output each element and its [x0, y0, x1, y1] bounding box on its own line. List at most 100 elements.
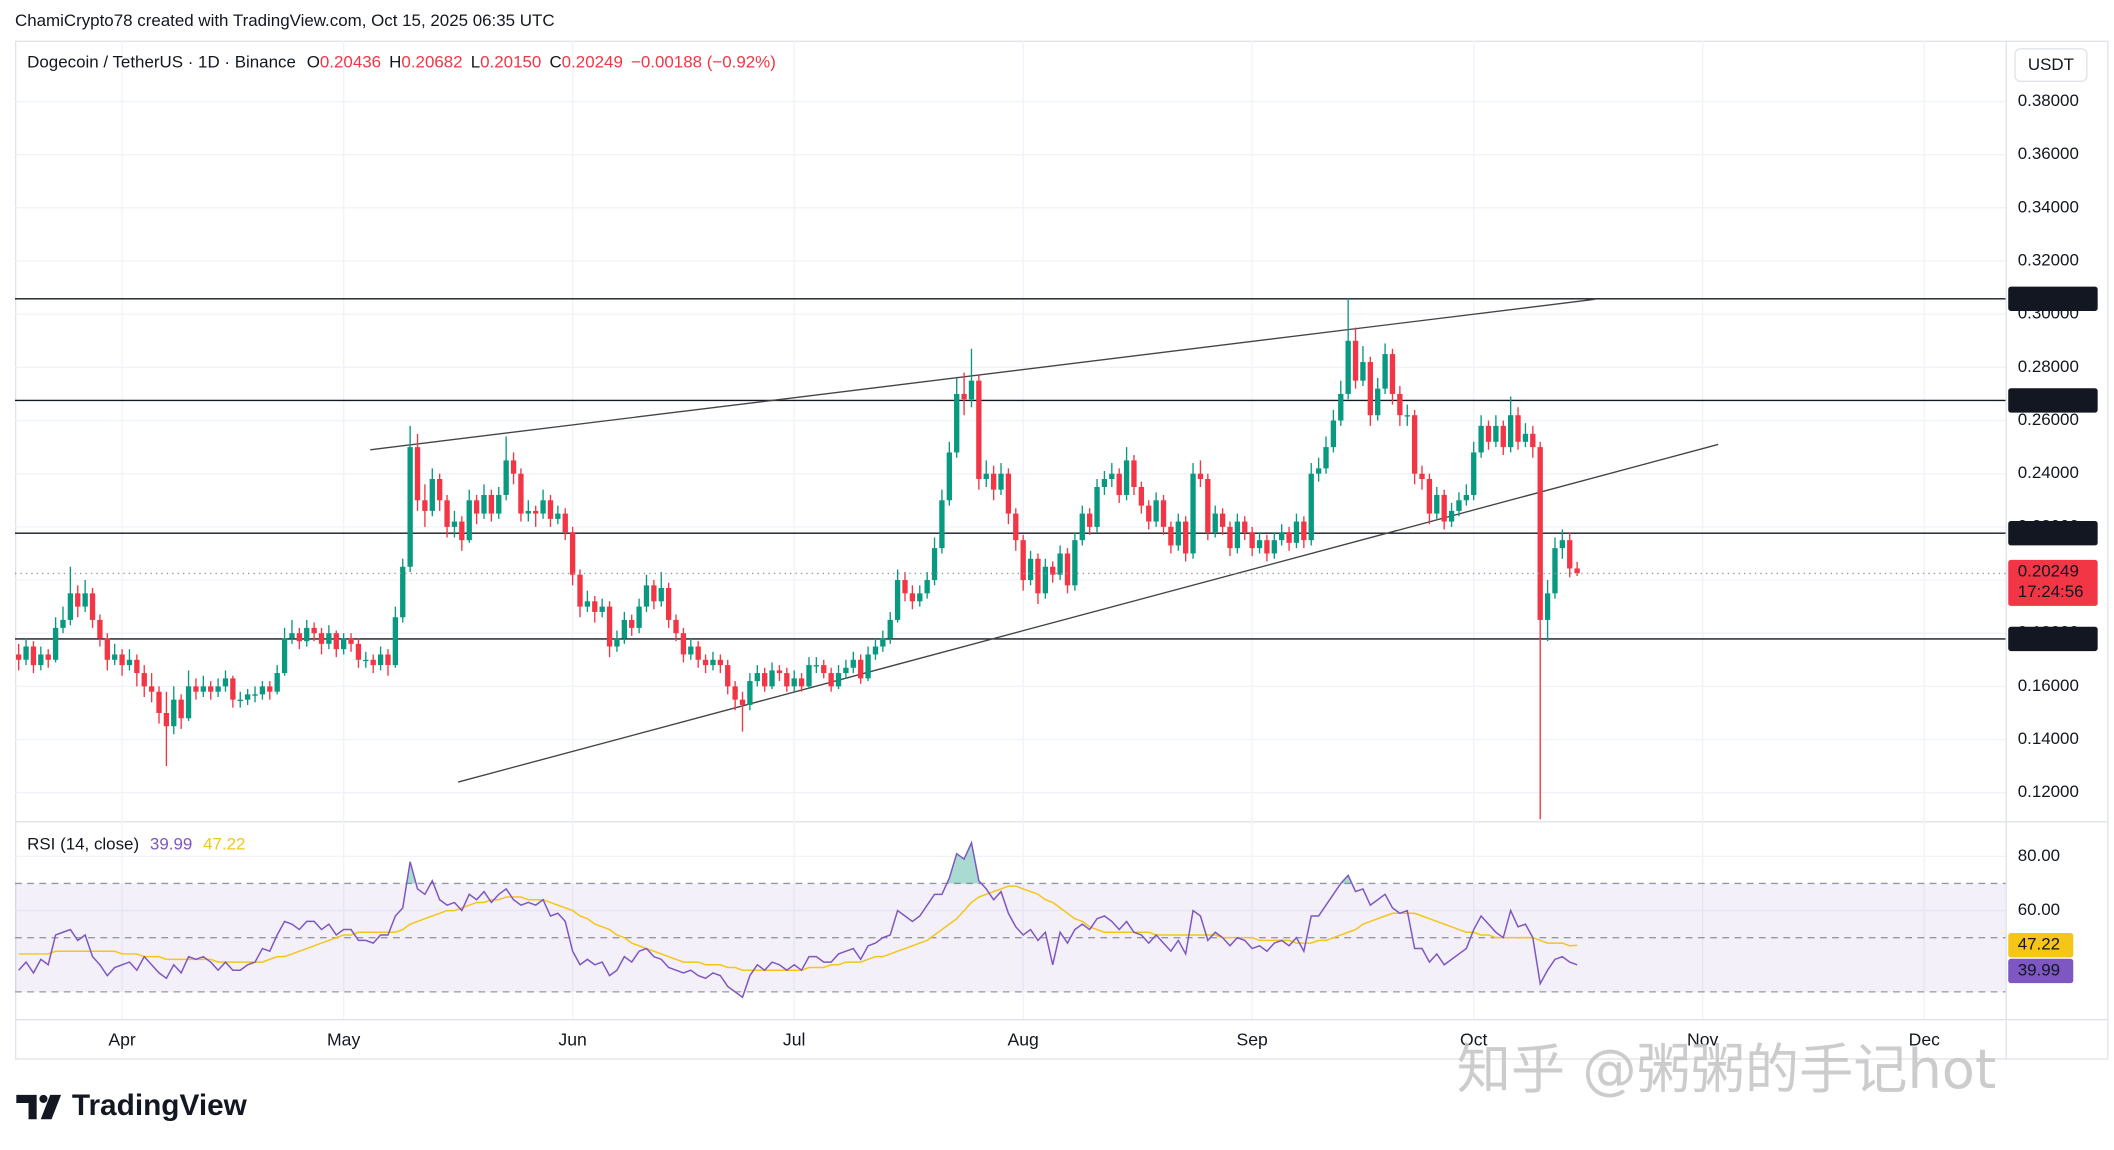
candle-body	[776, 670, 783, 674]
candle-body	[577, 574, 583, 607]
candle-body	[1389, 354, 1396, 394]
candle-body	[89, 593, 96, 620]
candle-body	[1013, 513, 1019, 541]
y-tick-label: 60.00	[2018, 900, 2060, 919]
candle-body	[1175, 521, 1181, 546]
candle-body	[1352, 340, 1359, 381]
candle-body	[148, 686, 155, 692]
candle-body	[1574, 568, 1580, 574]
candle-body	[680, 633, 687, 655]
candle-body	[1212, 513, 1218, 533]
candle-body	[1530, 433, 1536, 448]
candle-body	[1027, 558, 1034, 581]
candle-body	[518, 473, 524, 514]
logo-mark	[16, 1094, 37, 1120]
candle-body	[732, 686, 738, 700]
watermark: 知乎 @粥粥的手记hot	[1457, 1038, 1996, 1101]
candle-body	[1463, 494, 1469, 501]
candle-body	[503, 460, 509, 495]
candle-body	[185, 686, 192, 719]
candle-body	[968, 380, 975, 400]
candle-body	[1471, 452, 1477, 495]
legend-key: L	[471, 53, 480, 72]
y-tick-label: 0.26000	[2018, 410, 2079, 429]
candle-body	[1079, 513, 1085, 541]
candle-body	[1507, 415, 1514, 448]
price-tag	[2008, 388, 2098, 413]
candle-body	[894, 580, 901, 620]
currency-label: USDT	[2028, 55, 2074, 74]
candle-body	[1131, 460, 1137, 487]
candle-body	[1264, 540, 1270, 554]
x-tick-label: Oct	[1460, 1029, 1488, 1049]
candle-body	[1109, 473, 1115, 480]
candle-body	[488, 494, 495, 514]
candle-body	[636, 606, 642, 628]
legend-change: −0.00188 (−0.92%)	[631, 53, 776, 72]
candle-body	[865, 654, 871, 679]
candle-body	[156, 691, 162, 713]
candle-body	[1256, 540, 1263, 549]
countdown-label: 17:24:56	[2018, 582, 2084, 601]
candle-body	[1057, 553, 1063, 575]
candle-body	[244, 694, 251, 700]
candle-body	[525, 510, 531, 514]
chart-frame	[14, 40, 2109, 1060]
candle-body	[843, 667, 849, 674]
candle-body	[119, 654, 125, 666]
candle-body	[333, 633, 339, 650]
x-tick-label: Aug	[1008, 1029, 1039, 1049]
legend-value: 0.20249	[562, 53, 623, 72]
candle-body	[289, 633, 295, 639]
candle-body	[762, 673, 768, 687]
candle-body	[961, 393, 967, 400]
x-tick-label: Apr	[108, 1029, 136, 1049]
legend-value: 39.99	[150, 835, 192, 854]
candle-body	[163, 712, 170, 727]
candle-body	[791, 678, 797, 687]
candle-body	[1242, 521, 1248, 533]
candle-body	[1101, 479, 1108, 487]
y-tick-label: 0.28000	[2018, 357, 2079, 376]
candle-body	[1219, 513, 1226, 527]
candle-body	[533, 510, 539, 514]
candle-body	[1094, 486, 1100, 527]
candle-body	[281, 638, 288, 674]
legend-title: RSI (14, close)	[27, 835, 139, 854]
candle-body	[1308, 473, 1314, 541]
candle-body	[739, 699, 746, 705]
candle-body	[1567, 540, 1573, 569]
candle-body	[1500, 425, 1506, 448]
legend-value: 0.20436	[320, 53, 381, 72]
candle-body	[606, 606, 613, 647]
candle-body	[1123, 460, 1130, 495]
currency-button[interactable]	[2014, 48, 2088, 82]
candle-body	[909, 593, 916, 602]
candle-body	[1345, 340, 1351, 394]
candle-body	[444, 500, 450, 527]
x-tick-label: Jun	[558, 1029, 586, 1049]
candle-body	[422, 500, 428, 511]
candle-body	[990, 473, 997, 490]
candle-body	[828, 673, 834, 687]
candle-body	[1522, 433, 1529, 442]
candle-body	[326, 633, 332, 644]
candle-body	[688, 646, 694, 655]
candle-body	[821, 665, 827, 674]
indicator-tag	[2008, 933, 2074, 958]
candle-body	[97, 619, 103, 639]
price-tag-label: 0.30608	[2018, 288, 2079, 307]
candle-body	[473, 500, 480, 514]
candle-body	[1411, 415, 1418, 474]
candle-body	[547, 500, 554, 519]
candle-body	[946, 452, 952, 501]
candle-body	[1227, 526, 1233, 549]
candle-body	[377, 654, 384, 666]
candle-body	[717, 659, 724, 666]
trend-line	[457, 443, 1719, 783]
candle-body	[414, 447, 421, 501]
candle-body	[400, 566, 406, 618]
legend-key: H	[389, 53, 401, 72]
attribution: ChamiCrypto78 created with TradingView.c…	[15, 11, 555, 30]
